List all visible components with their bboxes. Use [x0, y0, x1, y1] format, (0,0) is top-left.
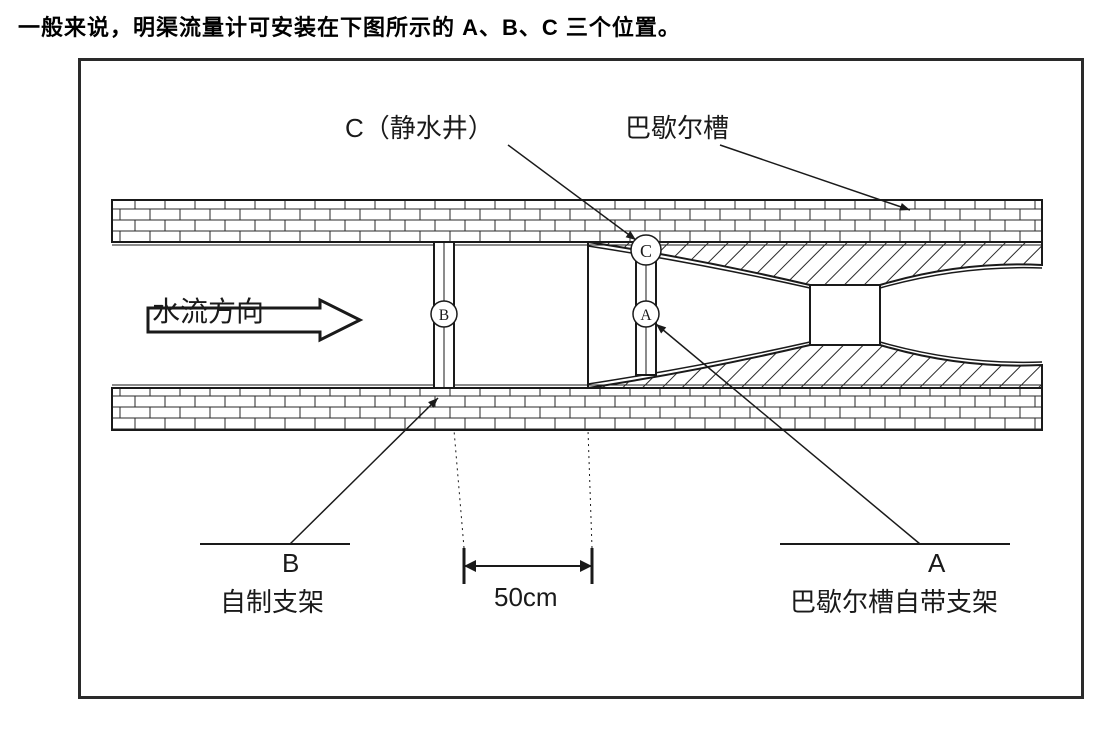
label-flow-direction: 水流方向	[152, 290, 264, 330]
label-b-title: B	[282, 548, 299, 579]
flume-diagram: C B A	[0, 0, 1113, 734]
label-a-title: A	[928, 548, 945, 579]
label-c-stilling-well: C（静水井）	[345, 108, 494, 145]
label-b-subtitle: 自制支架	[220, 582, 324, 619]
label-dimension-50cm: 50cm	[494, 582, 558, 613]
svg-text:B: B	[439, 307, 449, 324]
svg-text:C: C	[640, 241, 652, 261]
label-parshall-flume: 巴歇尔槽	[625, 108, 729, 145]
label-a-subtitle: 巴歇尔槽自带支架	[790, 582, 998, 619]
svg-text:A: A	[640, 307, 652, 324]
